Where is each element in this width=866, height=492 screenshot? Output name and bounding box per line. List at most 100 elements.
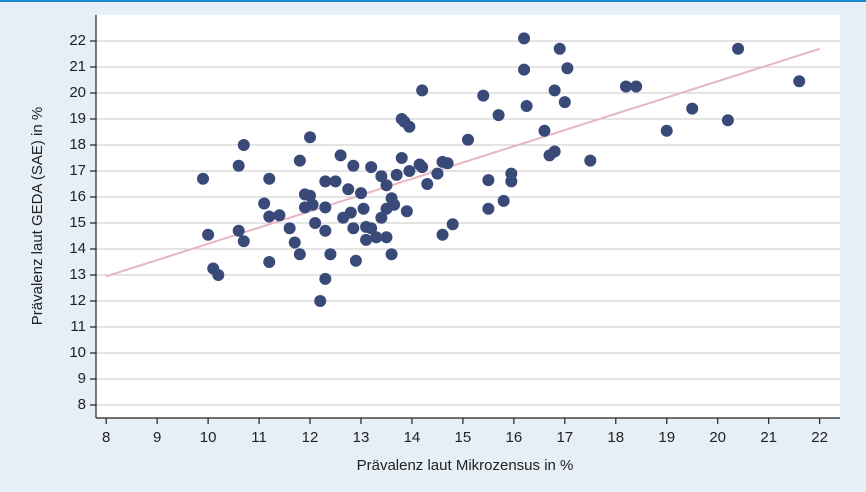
point: [304, 131, 317, 144]
point: [584, 154, 597, 167]
point: [306, 198, 319, 211]
point: [388, 198, 401, 211]
x-tick-label: 19: [658, 429, 675, 446]
point: [202, 228, 215, 241]
point: [520, 100, 533, 112]
point: [319, 272, 332, 285]
x-tick-label: 11: [251, 429, 267, 446]
point: [380, 231, 393, 244]
x-tick-label: 12: [302, 429, 319, 446]
point: [263, 210, 276, 223]
point: [548, 84, 561, 97]
x-tick-label: 22: [811, 429, 828, 446]
point: [258, 197, 271, 210]
point: [558, 96, 571, 109]
y-tick-label: 21: [69, 58, 86, 75]
x-tick-label: 17: [556, 429, 573, 446]
point: [237, 139, 250, 151]
x-tick-label: 20: [709, 429, 726, 446]
point: [375, 170, 388, 183]
point: [436, 228, 449, 241]
point: [288, 236, 301, 249]
point: [319, 175, 332, 188]
point: [304, 189, 317, 202]
point: [370, 231, 383, 244]
point: [197, 172, 210, 185]
y-tick-label: 18: [69, 136, 86, 153]
x-tick-label: 15: [455, 429, 472, 446]
point: [416, 161, 429, 174]
y-tick-label: 11: [70, 318, 86, 335]
point: [293, 248, 306, 261]
point: [365, 222, 378, 235]
point: [263, 256, 276, 268]
point: [497, 194, 510, 207]
point: [329, 175, 342, 188]
point: [416, 84, 429, 97]
point: [334, 149, 347, 162]
x-tick-label: 8: [102, 429, 110, 446]
point: [342, 183, 355, 196]
point: [505, 175, 518, 188]
point: [347, 159, 360, 172]
y-tick-label: 17: [69, 162, 86, 179]
y-tick-label: 14: [69, 240, 86, 257]
point: [660, 124, 673, 137]
y-tick-label: 19: [69, 110, 86, 127]
point: [232, 159, 245, 172]
point: [357, 202, 370, 215]
point: [324, 248, 337, 261]
point: [421, 178, 434, 190]
point: [360, 233, 373, 246]
point: [319, 201, 332, 214]
point: [548, 145, 561, 158]
point: [462, 133, 474, 146]
point: [309, 217, 322, 229]
point: [354, 187, 367, 200]
point: [237, 235, 250, 248]
y-tick-label: 20: [69, 84, 86, 101]
point: [365, 161, 378, 174]
point: [344, 206, 357, 219]
point: [538, 124, 551, 137]
point: [400, 205, 413, 218]
x-tick-label: 9: [153, 429, 161, 446]
point: [518, 32, 531, 45]
fit-line: [105, 47, 820, 278]
point: [518, 63, 531, 76]
point: [380, 179, 393, 192]
y-axis-label: Prävalenz laut GEDA (SAE) in %: [29, 107, 46, 325]
point: [477, 89, 490, 102]
point: [403, 165, 416, 177]
point: [482, 202, 495, 215]
x-tick-label: 13: [353, 429, 370, 446]
point: [232, 224, 245, 237]
point: [446, 218, 459, 231]
point: [793, 75, 806, 88]
point: [686, 102, 699, 115]
y-tick-label: 9: [78, 370, 86, 387]
point: [403, 120, 416, 133]
point: [293, 154, 306, 167]
point: [732, 42, 745, 55]
point: [273, 209, 286, 222]
point: [431, 167, 444, 180]
point: [492, 109, 505, 122]
point: [263, 172, 276, 185]
point: [482, 174, 495, 187]
y-tick-label: 22: [69, 32, 86, 49]
point: [441, 157, 454, 170]
point: [619, 80, 632, 93]
point: [347, 222, 360, 235]
point: [630, 80, 643, 93]
point: [395, 152, 408, 164]
x-tick-label: 18: [607, 429, 624, 446]
point: [212, 269, 225, 281]
y-tick-label: 12: [69, 292, 86, 309]
point: [283, 222, 296, 235]
x-tick-label: 10: [200, 429, 217, 446]
x-axis-label: Prävalenz laut Mikrozensus in %: [357, 457, 574, 474]
y-tick-label: 16: [69, 188, 86, 205]
point: [561, 62, 574, 75]
